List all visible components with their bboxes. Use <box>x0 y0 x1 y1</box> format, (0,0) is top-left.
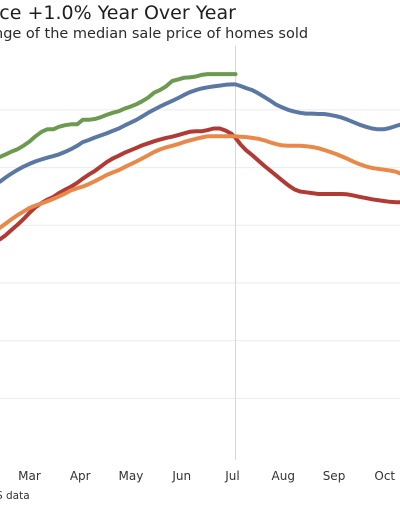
source-note: S data <box>0 490 30 502</box>
page-subtitle: nge of the median sale price of homes so… <box>0 26 309 42</box>
series-lines <box>0 72 400 242</box>
series-line-3 <box>0 134 400 230</box>
x-tick-label-7: Oct <box>374 469 395 483</box>
x-axis-ticks: Mar Apr May Jun Jul Aug Sep Oct <box>18 469 395 483</box>
series-line-2 <box>0 126 400 242</box>
x-tick-label-1: Apr <box>70 469 91 483</box>
x-tick-label-2: May <box>119 469 144 483</box>
x-tick-label-4: Jul <box>224 469 239 483</box>
series-line-0 <box>0 72 238 159</box>
series-line-1 <box>0 82 400 184</box>
x-tick-label-3: Jun <box>171 469 191 483</box>
page-title: ice +1.0% Year Over Year <box>0 2 236 24</box>
x-tick-label-0: Mar <box>18 469 41 483</box>
gridlines <box>0 109 400 399</box>
x-tick-label-5: Aug <box>272 469 295 483</box>
x-tick-label-6: Sep <box>323 469 346 483</box>
